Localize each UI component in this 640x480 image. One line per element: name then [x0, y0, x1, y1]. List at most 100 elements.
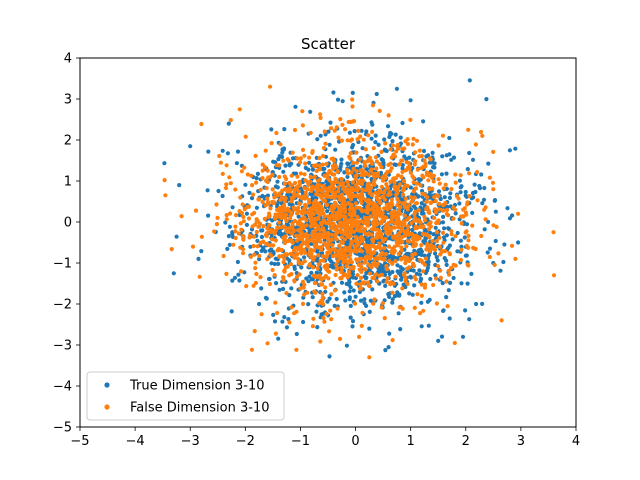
scatter-point	[418, 220, 423, 225]
scatter-point	[436, 143, 441, 148]
x-tick-label: −1	[291, 434, 310, 449]
scatter-point	[350, 272, 356, 277]
scatter-point	[421, 308, 426, 313]
scatter-point	[277, 205, 282, 210]
scatter-point	[376, 142, 381, 147]
scatter-point	[493, 209, 498, 214]
scatter-point	[436, 338, 441, 343]
scatter-point	[367, 326, 372, 331]
scatter-point	[261, 245, 266, 250]
scatter-point	[299, 265, 304, 270]
scatter-point	[369, 232, 374, 237]
scatter-point	[509, 213, 515, 218]
scatter-point	[375, 245, 380, 250]
scatter-point	[441, 308, 446, 313]
scatter-point	[298, 156, 303, 161]
scatter-point	[282, 203, 287, 208]
scatter-point	[449, 229, 454, 234]
scatter-point	[369, 120, 374, 125]
scatter-point	[341, 260, 346, 265]
scatter-point	[287, 209, 292, 214]
scatter-point	[350, 180, 355, 185]
scatter-point	[373, 190, 378, 195]
scatter-point	[482, 227, 487, 232]
scatter-point	[261, 224, 266, 229]
scatter-point	[424, 170, 429, 175]
scatter-point	[357, 267, 362, 272]
scatter-point	[339, 280, 345, 285]
scatter-point	[323, 289, 328, 294]
scatter-point	[316, 253, 321, 258]
scatter-point	[244, 222, 249, 227]
scatter-point	[347, 289, 352, 294]
scatter-point	[265, 179, 270, 185]
scatter-point	[273, 238, 278, 243]
scatter-point	[419, 282, 424, 287]
scatter-point	[361, 172, 366, 178]
scatter-point	[232, 275, 238, 280]
scatter-point	[401, 282, 406, 287]
scatter-point	[433, 225, 438, 230]
scatter-point	[417, 154, 422, 159]
scatter-point	[348, 228, 353, 233]
scatter-point	[303, 165, 308, 170]
scatter-point	[303, 202, 308, 207]
scatter-point	[507, 148, 512, 153]
scatter-point	[464, 253, 469, 258]
scatter-point	[349, 204, 354, 209]
scatter-point	[318, 115, 323, 120]
scatter-point	[413, 243, 418, 248]
scatter-point	[332, 192, 337, 197]
scatter-point	[289, 173, 294, 178]
scatter-point	[372, 209, 377, 214]
scatter-point	[359, 213, 364, 218]
scatter-point	[383, 141, 388, 146]
scatter-point	[453, 263, 458, 268]
scatter-point	[409, 275, 414, 280]
scatter-point	[400, 158, 405, 163]
scatter-point	[487, 175, 492, 180]
scatter-point	[351, 187, 356, 192]
scatter-point	[388, 147, 393, 152]
scatter-point	[302, 172, 307, 177]
scatter-point	[299, 196, 305, 201]
scatter-point	[174, 234, 179, 239]
scatter-point	[387, 331, 392, 336]
scatter-point	[347, 253, 353, 258]
scatter-point	[412, 162, 417, 167]
scatter-point	[444, 258, 449, 263]
scatter-point	[440, 220, 446, 225]
scatter-point	[275, 310, 280, 316]
scatter-point	[464, 212, 469, 217]
scatter-point	[244, 284, 249, 289]
scatter-point	[308, 211, 313, 216]
scatter-point	[354, 239, 359, 244]
scatter-point	[296, 189, 301, 194]
scatter-point	[424, 154, 429, 159]
scatter-point	[355, 137, 360, 142]
scatter-point	[390, 139, 395, 144]
scatter-point	[295, 274, 300, 279]
scatter-point	[329, 189, 335, 194]
scatter-point	[505, 206, 510, 211]
scatter-point	[440, 154, 445, 159]
scatter-point	[296, 260, 301, 265]
scatter-point	[407, 291, 412, 296]
scatter-point	[290, 221, 295, 226]
scatter-point	[313, 232, 318, 237]
scatter-point	[462, 206, 467, 211]
scatter-point	[235, 259, 240, 265]
scatter-point	[414, 237, 419, 242]
scatter-point	[390, 261, 395, 266]
scatter-point	[389, 155, 394, 160]
scatter-point	[303, 234, 308, 239]
scatter-point	[387, 294, 392, 299]
scatter-point	[516, 211, 521, 216]
scatter-point	[370, 103, 376, 108]
scatter-point	[298, 171, 303, 176]
scatter-point	[344, 343, 349, 348]
scatter-point	[398, 205, 403, 210]
scatter-point	[463, 189, 468, 195]
scatter-point	[339, 223, 344, 228]
scatter-point	[267, 243, 272, 248]
